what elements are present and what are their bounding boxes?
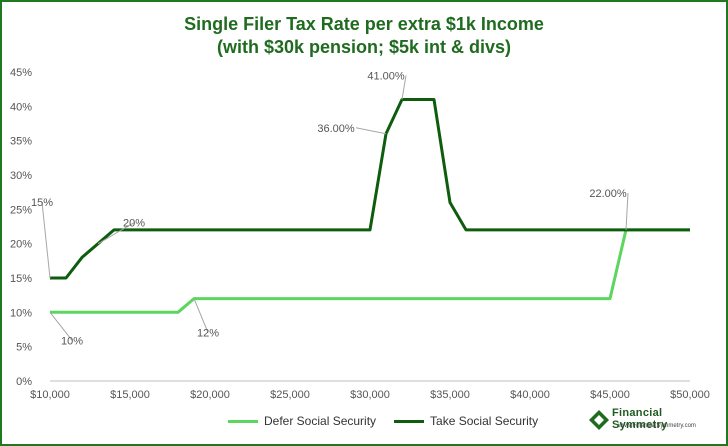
annotation-leader (49, 312, 73, 341)
y-tick-label: 15% (10, 273, 32, 285)
x-tick-label: $20,000 (190, 389, 230, 401)
x-tick-label: $45,000 (590, 389, 630, 401)
annotation-leader (97, 222, 135, 245)
chart-subtitle: (with $30k pension; $5k int & divs) (216, 37, 512, 57)
data-label: 22.00% (589, 188, 627, 200)
data-label: 10% (61, 335, 83, 347)
x-tick-label: $10,000 (30, 389, 70, 401)
annotation-leader (625, 192, 629, 230)
x-tick-label: $50,000 (670, 389, 710, 401)
legend-swatch-take (394, 419, 425, 423)
y-tick-label: 5% (16, 342, 32, 354)
legend-label-take: Take Social Security (430, 414, 539, 428)
annotation-leader (355, 127, 387, 135)
y-tick-label: 10% (10, 307, 32, 319)
annotation-leader (401, 75, 407, 100)
legend-item-defer: Defer Social Security (228, 414, 376, 428)
x-tick-label: $25,000 (270, 389, 310, 401)
annotation-leader (41, 201, 51, 279)
y-tick-label: 45% (10, 67, 32, 79)
defer-series-line (50, 228, 690, 314)
legend-item-take: Take Social Security (394, 414, 538, 428)
data-label: 12% (197, 328, 219, 340)
y-tick-label: 40% (10, 101, 32, 113)
brand-logo: Financial Symmetry www.FinancialSymmetry… (588, 405, 718, 437)
annotation-leader (193, 298, 209, 333)
x-tick-label: $30,000 (350, 389, 390, 401)
chart-title: Single Filer Tax Rate per extra $1k Inco… (184, 14, 544, 34)
diamond-logo-icon (589, 410, 609, 430)
data-label: 36.00% (317, 123, 355, 135)
x-tick-label: $15,000 (110, 389, 150, 401)
data-label: 20% (123, 218, 145, 230)
brand-name: Financial Symmetry (612, 407, 668, 431)
legend-swatch-defer (228, 419, 258, 423)
x-tick-label: $40,000 (510, 389, 550, 401)
y-tick-label: 35% (10, 136, 32, 148)
data-label: 15% (31, 197, 53, 209)
legend: Defer Social Security Take Social Securi… (228, 414, 538, 428)
y-tick-label: 30% (10, 170, 32, 182)
y-tick-label: 20% (10, 239, 32, 251)
data-label: 41.00% (367, 70, 405, 82)
brand-url: www.FinancialSymmetry.com (618, 423, 696, 429)
y-tick-label: 0% (16, 376, 32, 388)
legend-label-defer: Defer Social Security (264, 414, 377, 428)
x-tick-label: $35,000 (430, 389, 470, 401)
y-tick-label: 25% (10, 204, 32, 216)
